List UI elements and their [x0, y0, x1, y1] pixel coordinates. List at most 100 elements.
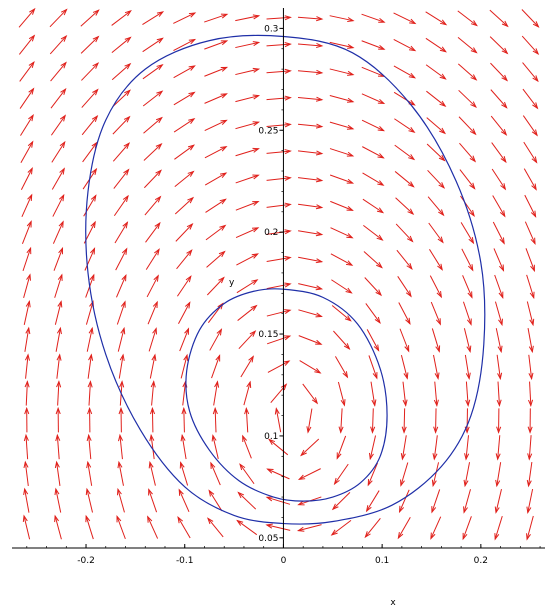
y-tick-label: 0.2: [264, 228, 278, 238]
field-arrow: [204, 93, 228, 104]
field-arrow: [425, 37, 447, 53]
field-arrow: [112, 115, 131, 135]
field-arrow: [494, 274, 504, 299]
field-arrow: [266, 42, 292, 48]
y-axis-label: y: [229, 278, 235, 288]
field-arrow: [329, 148, 355, 157]
field-arrow: [494, 489, 502, 514]
field-arrow: [235, 227, 260, 239]
field-arrow: [433, 354, 440, 380]
field-arrow: [175, 222, 194, 242]
field-arrow: [329, 15, 355, 23]
field-arrow: [204, 146, 228, 159]
field-arrow: [393, 65, 417, 79]
field-arrow: [235, 147, 260, 157]
field-arrow: [331, 492, 351, 511]
solution-curves: [85, 34, 486, 525]
field-arrow: [266, 15, 292, 21]
field-arrow: [114, 221, 129, 244]
field-arrow: [463, 328, 472, 353]
field-arrow: [204, 119, 228, 131]
field-arrow: [174, 170, 195, 188]
field-arrow: [297, 16, 324, 22]
field-arrow: [176, 275, 192, 297]
field-arrow: [54, 460, 61, 486]
field-arrow: [150, 380, 156, 406]
tick-labels: -0.2 -0.1 0 0.1 0.2 0.05 0.1 0.15 0.2 0.25 0.3: [77, 24, 488, 566]
field-arrow: [180, 353, 189, 379]
field-arrow: [18, 7, 36, 28]
field-arrow: [427, 170, 446, 189]
field-arrow: [361, 119, 386, 132]
field-arrow: [362, 172, 385, 186]
field-arrow: [329, 174, 355, 184]
field-arrow: [266, 282, 292, 290]
field-arrow: [364, 277, 383, 297]
field-arrow: [394, 118, 416, 133]
field-arrow: [458, 89, 477, 108]
field-arrow: [426, 90, 447, 107]
field-arrow: [237, 491, 257, 510]
field-arrow: [429, 275, 442, 299]
field-arrow: [365, 490, 380, 513]
field-arrow: [496, 381, 502, 407]
field-arrow: [395, 223, 414, 243]
field-arrow: [522, 62, 539, 83]
field-arrow: [495, 435, 501, 461]
field-arrow: [522, 115, 538, 137]
field-arrow: [265, 496, 291, 505]
field-arrow: [363, 225, 384, 241]
field-arrow: [297, 69, 324, 75]
solution-curve-2: [185, 288, 388, 502]
field-arrow: [463, 489, 471, 514]
field-arrow: [393, 12, 417, 25]
field-arrow: [298, 283, 324, 291]
field-arrow: [297, 42, 324, 49]
field-arrow: [213, 380, 220, 406]
field-arrow: [20, 167, 33, 190]
field-arrow: [117, 326, 126, 352]
field-arrow: [147, 300, 158, 325]
field-arrow: [265, 523, 291, 531]
field-arrow: [173, 65, 196, 79]
field-arrow: [266, 229, 292, 235]
field-arrow: [173, 38, 197, 51]
field-arrow: [526, 301, 535, 327]
field-arrow: [493, 248, 505, 272]
field-arrow: [52, 193, 65, 217]
field-arrow: [236, 519, 258, 536]
field-arrow: [244, 406, 250, 433]
field-arrow: [23, 487, 30, 513]
field-arrow: [526, 488, 534, 514]
field-arrow: [144, 195, 162, 216]
field-arrow: [80, 35, 100, 54]
x-tick-label: -0.2: [77, 556, 95, 566]
field-arrow: [460, 195, 475, 217]
field-arrow: [489, 36, 509, 55]
field-arrow: [237, 304, 258, 321]
field-arrow: [50, 114, 67, 136]
field-arrow: [491, 142, 507, 164]
field-arrow: [330, 200, 354, 211]
field-arrow: [431, 462, 440, 488]
field-arrow: [370, 381, 377, 407]
field-arrow: [85, 514, 94, 540]
field-arrow: [87, 353, 94, 379]
field-arrow: [426, 117, 447, 135]
field-arrow: [142, 90, 164, 107]
field-arrow: [367, 462, 378, 487]
field-arrow: [50, 87, 67, 109]
field-arrow: [330, 227, 354, 239]
field-arrow: [266, 309, 292, 317]
field-arrow: [181, 406, 187, 433]
field-arrow: [331, 279, 353, 294]
field-arrow: [361, 13, 386, 23]
field-arrow: [395, 197, 415, 216]
field-arrow: [177, 516, 191, 539]
field-arrow: [298, 230, 324, 237]
field-arrow: [149, 433, 155, 460]
field-arrow: [266, 175, 292, 181]
field-arrow: [523, 168, 537, 191]
field-arrow: [496, 354, 503, 381]
y-tick-label: 0.1: [264, 432, 278, 442]
